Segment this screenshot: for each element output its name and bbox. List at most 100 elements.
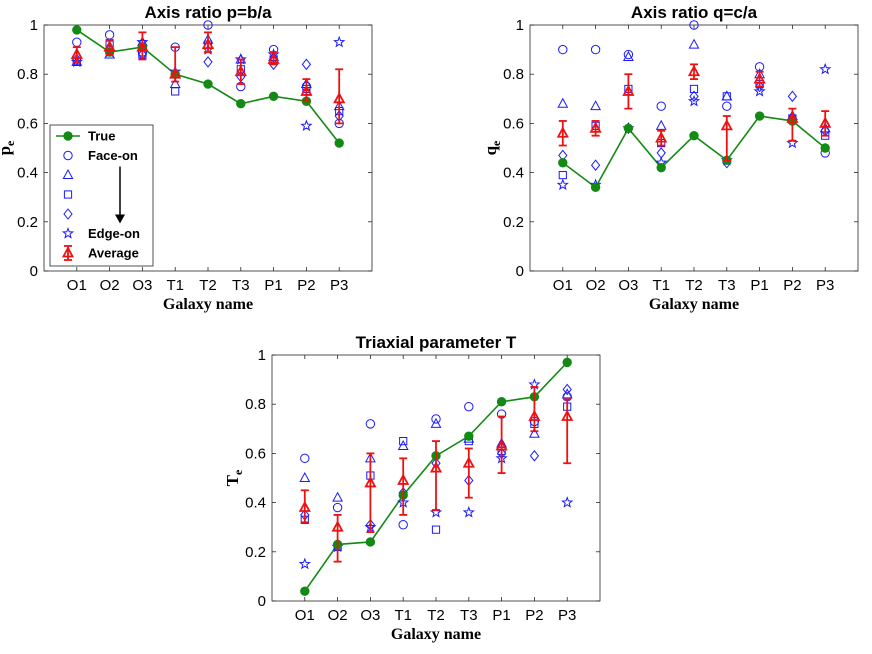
x-tick-label: O3 bbox=[132, 277, 152, 294]
y-tick-label: 0 bbox=[258, 593, 266, 610]
legend-edge-on-marker bbox=[61, 227, 75, 239]
face-on-marker bbox=[656, 101, 666, 111]
diamond-marker bbox=[529, 450, 540, 462]
edge-on-marker bbox=[298, 557, 311, 570]
average-marker bbox=[495, 439, 508, 451]
edge-on-marker bbox=[753, 84, 766, 97]
true-point bbox=[623, 123, 634, 134]
average-marker bbox=[397, 473, 410, 485]
triangle-marker bbox=[557, 97, 569, 108]
y-tick-label: 1 bbox=[258, 347, 266, 364]
average-marker bbox=[720, 118, 733, 131]
face-on-marker bbox=[300, 453, 310, 464]
x-tick-label: O2 bbox=[328, 607, 348, 624]
face-on-marker bbox=[365, 419, 376, 429]
face-on-marker bbox=[104, 30, 115, 40]
triaxial-parameter-chart: Triaxial parameter T 0 0.2 0.4 0.6 0.8 1 O1 O2 O3… bbox=[223, 333, 601, 643]
y-tick-label: 0.8 bbox=[17, 66, 38, 83]
chart-title: Axis ratio p=b/a bbox=[144, 3, 272, 22]
legend-label-average: Average bbox=[88, 246, 139, 261]
average-marker bbox=[556, 126, 569, 138]
y-tick-label: 0.4 bbox=[245, 495, 266, 512]
plot-area bbox=[529, 20, 859, 272]
square-marker bbox=[171, 87, 180, 96]
edge-on-marker bbox=[70, 55, 83, 68]
chart-panel-t: Triaxial parameter T 0 0.2 0.4 0.6 0.8 1 O1 O2 O3… bbox=[218, 322, 654, 649]
y-tick-label: 0.8 bbox=[245, 396, 266, 413]
y-axis-label: pe bbox=[0, 140, 17, 155]
x-tick-label: O1 bbox=[295, 607, 315, 624]
x-tick-label: O3 bbox=[618, 277, 638, 294]
y-axis-label-main: T bbox=[223, 474, 242, 486]
x-tick-label: P2 bbox=[783, 277, 801, 294]
legend-label-true: True bbox=[88, 129, 115, 144]
x-tick-label: P1 bbox=[492, 607, 510, 624]
edge-on-marker bbox=[333, 35, 346, 48]
average-marker bbox=[622, 84, 635, 96]
average-marker bbox=[687, 64, 701, 77]
axis-ratio-p-chart: Axis ratio p=b/a 0 0.2 0.4 0.6 0.8 1 O1 O2 O3 T1 T2… bbox=[0, 3, 373, 313]
plot-area bbox=[43, 20, 373, 272]
chart-panel-q: Axis ratio q=c/a 0 0.2 0.4 0.6 0.8 1 O1 O2 O3 T1 T2… bbox=[436, 0, 872, 322]
average-marker bbox=[234, 64, 247, 77]
average-marker bbox=[753, 72, 766, 84]
y-tick-label: 0.6 bbox=[503, 115, 524, 132]
triangle-marker bbox=[528, 427, 540, 438]
x-tick-label: T1 bbox=[652, 277, 670, 294]
face-on-marker bbox=[398, 520, 408, 530]
legend-true-marker bbox=[63, 131, 73, 141]
average-marker bbox=[103, 40, 116, 52]
y-tick-label: 1 bbox=[30, 17, 38, 34]
y-tick-label: 0.4 bbox=[503, 165, 524, 182]
average-marker bbox=[364, 476, 377, 488]
triangle-marker bbox=[430, 417, 442, 428]
average-marker bbox=[300, 84, 313, 96]
y-tick-label: 0.6 bbox=[17, 115, 38, 132]
legend-diamond-marker bbox=[63, 208, 73, 220]
y-tick-label: 0.2 bbox=[245, 544, 266, 561]
x-tick-label: T1 bbox=[394, 607, 412, 624]
plot-area bbox=[271, 354, 601, 602]
y-axis-label: qe bbox=[481, 140, 503, 155]
x-tick-label: T3 bbox=[232, 277, 250, 294]
true-point bbox=[562, 357, 572, 368]
x-axis-label: Galaxy name bbox=[391, 626, 481, 643]
legend-average-marker bbox=[61, 246, 75, 258]
average-marker bbox=[786, 111, 799, 123]
x-tick-label: T2 bbox=[685, 277, 703, 294]
true-point bbox=[754, 111, 765, 121]
diamond-marker bbox=[787, 90, 798, 103]
triangle-marker bbox=[332, 491, 344, 502]
x-tick-label: O2 bbox=[100, 277, 120, 294]
x-tick-label: P1 bbox=[750, 277, 768, 294]
x-tick-label: P3 bbox=[816, 277, 834, 294]
diamond-marker bbox=[689, 90, 699, 103]
face-on-marker bbox=[558, 44, 568, 55]
x-tick-label: O1 bbox=[553, 277, 573, 294]
legend-arrow-head bbox=[115, 214, 125, 224]
true-point bbox=[72, 25, 82, 35]
legend-face-on-marker bbox=[63, 150, 73, 161]
x-tick-label: O3 bbox=[360, 607, 380, 624]
y-axis-label-main: q bbox=[481, 145, 500, 155]
triangle-marker bbox=[655, 119, 667, 130]
x-tick-label: T3 bbox=[460, 607, 478, 624]
triangle-marker bbox=[590, 100, 602, 111]
face-on-marker bbox=[689, 20, 699, 30]
x-tick-label: T2 bbox=[199, 277, 217, 294]
true-point bbox=[820, 143, 830, 153]
face-on-marker bbox=[332, 502, 343, 513]
legend: True Face-on Edge-on Average bbox=[49, 124, 154, 267]
legend-triangle-marker bbox=[62, 168, 74, 179]
diamond-marker bbox=[754, 80, 765, 93]
face-on-marker bbox=[464, 401, 474, 412]
y-axis-label-main: p bbox=[0, 146, 14, 155]
average-marker bbox=[70, 47, 83, 59]
y-tick-label: 0.8 bbox=[503, 66, 524, 83]
axis-ratio-q-chart: Axis ratio q=c/a 0 0.2 0.4 0.6 0.8 1 O1 O2 O3 T1 T2… bbox=[481, 3, 859, 313]
square-marker bbox=[722, 92, 731, 101]
diamond-marker bbox=[203, 56, 213, 68]
y-tick-label: 0.6 bbox=[245, 445, 266, 462]
legend-label-face-on: Face-on bbox=[88, 148, 138, 163]
triangle-marker bbox=[622, 50, 634, 61]
